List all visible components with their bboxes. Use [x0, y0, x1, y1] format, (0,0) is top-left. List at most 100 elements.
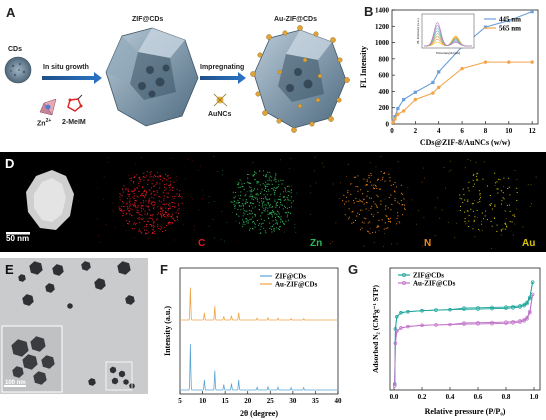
- eds-dot: [136, 201, 137, 202]
- eds-dot: [401, 200, 402, 201]
- eds-dot: [375, 232, 376, 233]
- eds-noise: [312, 234, 313, 235]
- y-tick-label-b: 200: [379, 104, 390, 112]
- eds-dot: [516, 188, 517, 189]
- eds-dot: [347, 190, 348, 191]
- eds-dot: [500, 179, 501, 180]
- eds-dot: [175, 220, 176, 221]
- eds-noise: [528, 184, 529, 185]
- eds-dot: [152, 229, 153, 230]
- eds-dot: [474, 184, 475, 185]
- eds-noise: [183, 224, 184, 225]
- eds-dot: [492, 209, 493, 210]
- x-tick-label-f: 5: [178, 397, 182, 405]
- eds-dot: [161, 214, 162, 215]
- eds-dot: [464, 212, 465, 213]
- eds-dot: [287, 186, 288, 187]
- eds-dot: [247, 174, 248, 175]
- eds-dot: [367, 181, 368, 182]
- legend-label-b: 565 nm: [499, 25, 521, 33]
- eds-dot: [121, 209, 122, 210]
- eds-dot: [275, 207, 276, 208]
- eds-dot: [147, 171, 148, 172]
- eds-dot: [128, 190, 129, 191]
- eds-noise: [126, 230, 127, 231]
- eds-noise: [291, 158, 292, 159]
- eds-dot: [136, 223, 137, 224]
- eds-dot: [131, 178, 132, 179]
- eds-dot: [165, 208, 166, 209]
- eds-noise: [284, 232, 285, 233]
- isotherm-adsorption-0: [395, 282, 533, 384]
- eds-dot: [291, 192, 292, 193]
- x-tick-label-g: 1.0: [530, 393, 539, 401]
- eds-dot: [349, 208, 350, 209]
- eds-dot: [265, 182, 266, 183]
- eds-noise: [148, 238, 149, 239]
- eds-dot: [388, 218, 389, 219]
- eds-dot: [516, 200, 517, 201]
- eds-dot: [405, 209, 406, 210]
- eds-dot: [182, 203, 183, 204]
- eds-dot: [275, 181, 276, 182]
- eds-dot: [252, 196, 253, 197]
- eds-dot: [141, 205, 142, 206]
- eds-dot: [265, 196, 266, 197]
- eds-noise: [467, 223, 468, 224]
- eds-dot: [170, 181, 171, 182]
- eds-dot: [138, 212, 139, 213]
- eds-dot: [119, 193, 120, 194]
- y-axis-label-b: FL Intensity: [359, 46, 368, 88]
- eds-dot: [122, 189, 123, 190]
- x-tick-label-b: 8: [484, 127, 488, 135]
- eds-dot: [252, 222, 253, 223]
- step1-label: In situ growth: [43, 64, 89, 71]
- eds-dot: [271, 232, 272, 233]
- x-tick-label-f: 15: [222, 397, 230, 405]
- eds-noise: [183, 208, 184, 209]
- eds-dot: [162, 210, 163, 211]
- eds-dot: [355, 220, 356, 221]
- eds-noise: [123, 225, 124, 226]
- eds-noise: [424, 178, 425, 179]
- eds-dot: [279, 196, 280, 197]
- eds-dot: [178, 205, 179, 206]
- eds-dot: [284, 224, 285, 225]
- eds-dot: [156, 182, 157, 183]
- eds-noise: [379, 230, 380, 231]
- eds-noise: [209, 202, 210, 203]
- eds-dot: [176, 212, 177, 213]
- eds-dot: [354, 202, 355, 203]
- eds-dot: [364, 204, 365, 205]
- eds-dot: [143, 200, 144, 201]
- eds-noise: [522, 227, 523, 228]
- eds-dot: [261, 219, 262, 220]
- eds-dot: [376, 227, 377, 228]
- eds-noise: [468, 159, 469, 160]
- eds-dot: [269, 213, 270, 214]
- eds-dot: [256, 181, 257, 182]
- eds-noise: [291, 186, 292, 187]
- eds-dot: [370, 208, 371, 209]
- eds-dot: [172, 216, 173, 217]
- eds-dot: [160, 197, 161, 198]
- eds-dot: [275, 201, 276, 202]
- eds-dot: [154, 226, 155, 227]
- eds-dot: [377, 180, 378, 181]
- eds-noise: [411, 200, 412, 201]
- eds-dot: [160, 211, 161, 212]
- eds-dot: [148, 203, 149, 204]
- eds-dot: [467, 200, 468, 201]
- eds-dot: [255, 198, 256, 199]
- eds-dot: [164, 214, 165, 215]
- eds-dot: [158, 213, 159, 214]
- eds-dot: [350, 184, 351, 185]
- eds-noise: [398, 222, 399, 223]
- eds-dot: [275, 217, 276, 218]
- eds-dot: [162, 231, 163, 232]
- eds-dot: [465, 218, 466, 219]
- eds-dot: [236, 214, 237, 215]
- y-tick-label-b: 1200: [375, 23, 390, 31]
- eds-dot: [397, 202, 398, 203]
- eds-noise: [267, 199, 268, 200]
